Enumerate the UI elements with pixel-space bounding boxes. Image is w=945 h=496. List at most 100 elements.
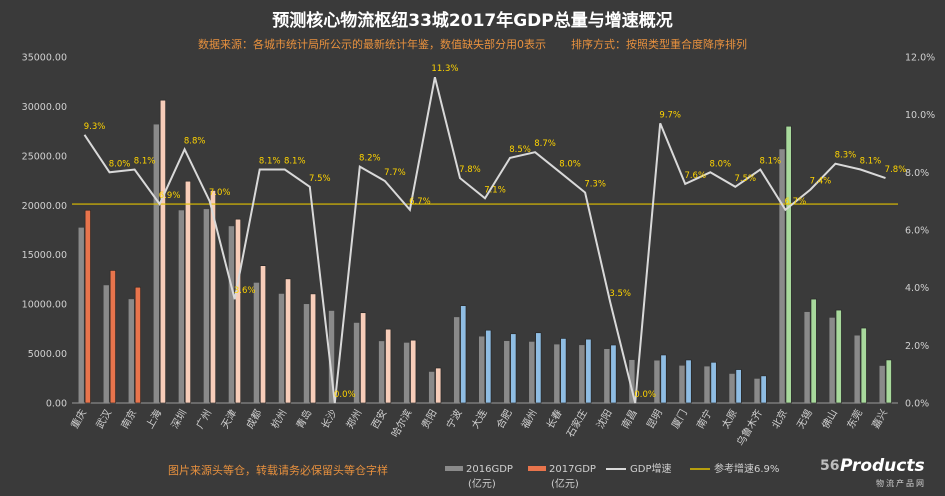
bar-2016gdp-32 (879, 365, 885, 403)
bar-2016gdp-25 (704, 366, 710, 403)
bar-2017gdp-24 (685, 359, 692, 404)
x-tick-label-12: 西安 (368, 407, 389, 431)
bar-2017gdp-13 (410, 339, 417, 404)
growth-label-5: 7.0% (209, 188, 231, 198)
bar-2016gdp-11 (353, 322, 360, 403)
growth-label-13: 6.7% (409, 197, 431, 207)
bar-2016gdp-27 (754, 378, 760, 403)
x-tick-label-4: 深圳 (169, 408, 189, 431)
growth-label-23: 9.7% (659, 110, 681, 120)
legend-unit-2017gdp: (亿元) (551, 477, 579, 490)
bar-2016gdp-8 (278, 293, 285, 403)
x-tick-label-20: 石家庄 (563, 407, 589, 439)
bar-2017gdp-12 (385, 328, 392, 404)
bar-2016gdp-23 (654, 360, 660, 403)
bar-2016gdp-14 (428, 371, 435, 403)
y-right-tick-label: 6.0% (905, 226, 929, 237)
bar-2017gdp-16 (485, 329, 492, 404)
bar-2017gdp-21 (610, 344, 617, 404)
x-tick-label-5: 广州 (194, 408, 214, 431)
y-right-tick-label: 8.0% (905, 168, 929, 179)
image-credit: 图片来源头等仓，转载请务必保留头等仓字样 (168, 464, 388, 477)
y-right-tick-label: 12.0% (905, 53, 935, 64)
growth-label-6: 3.6% (234, 286, 256, 296)
x-tick-label-17: 合肥 (493, 407, 514, 431)
gdp-growth-line (83, 76, 886, 404)
bar-2017gdp-31 (860, 327, 867, 404)
x-tick-label-2: 南京 (118, 407, 139, 431)
bar-2016gdp-17 (504, 340, 510, 403)
growth-label-27: 8.1% (760, 156, 782, 166)
x-tick-label-24: 厦门 (669, 407, 690, 431)
bar-2016gdp-20 (579, 345, 585, 403)
y-right-tick-label: 4.0% (905, 283, 929, 294)
bar-2017gdp-14 (435, 367, 442, 404)
growth-label-20: 7.3% (584, 180, 606, 190)
bar-2016gdp-15 (453, 317, 460, 403)
y-left-tick-label: 15000.00 (22, 250, 67, 261)
bar-2016gdp-1 (103, 285, 109, 403)
growth-label-29: 7.4% (810, 177, 832, 187)
bar-2017gdp-0 (84, 209, 91, 404)
x-tick-label-31: 东莞 (844, 407, 865, 431)
growth-label-18: 8.7% (534, 139, 556, 149)
bar-2016gdp-26 (729, 373, 735, 403)
growth-label-32: 7.8% (885, 165, 907, 175)
bar-2016gdp-5 (203, 209, 210, 403)
bar-2016gdp-22 (629, 359, 635, 403)
x-tick-label-23: 昆明 (644, 408, 664, 431)
y-left-tick-label: 5000.00 (28, 349, 67, 360)
x-tick-label-26: 太原 (719, 407, 740, 431)
y-right-tick-label: 10.0% (905, 110, 935, 121)
bar-2017gdp-5 (209, 190, 216, 404)
x-tick-label-29: 无锡 (794, 407, 815, 431)
bar-2017gdp-30 (835, 309, 842, 404)
growth-label-25: 8.0% (709, 159, 731, 169)
bar-2016gdp-4 (178, 210, 185, 403)
bar-2017gdp-4 (184, 180, 191, 404)
x-tick-label-15: 宁波 (443, 407, 464, 431)
chart-title: 预测核心物流枢纽33城2017年GDP总量与增速概况 (272, 11, 673, 31)
legend-label-2017gdp: 2017GDP (549, 464, 596, 475)
x-tick-label-19: 长春 (544, 408, 564, 431)
growth-label-21: 3.5% (609, 289, 631, 299)
x-tick-label-28: 北京 (769, 407, 790, 431)
bar-2016gdp-28 (779, 149, 785, 403)
bar-2016gdp-24 (679, 365, 685, 403)
bar-2016gdp-7 (253, 282, 260, 403)
chart-subtitle: 数据来源：各城市统计局所公示的最新统计年鉴，数值缺失部分用0表示 排序方式：按照… (0, 36, 945, 52)
bar-2017gdp-17 (510, 333, 517, 404)
y-left-tick-label: 20000.00 (22, 201, 67, 212)
bar-2016gdp-13 (403, 342, 410, 403)
bar-2017gdp-2 (134, 286, 141, 404)
bar-2017gdp-19 (560, 338, 567, 404)
bar-2017gdp-6 (234, 218, 241, 404)
y-left-tick-label: 25000.00 (22, 151, 67, 162)
watermark-prefix: 56 (820, 458, 840, 474)
legend-swatch-2017gdp (528, 466, 546, 471)
bar-2017gdp-8 (285, 278, 292, 404)
bar-2017gdp-3 (159, 99, 166, 404)
growth-label-24: 7.6% (684, 171, 706, 181)
growth-label-2: 8.1% (134, 156, 156, 166)
y-left-tick-label: 35000.00 (22, 53, 67, 64)
growth-label-7: 8.1% (259, 156, 281, 166)
growth-label-0: 9.3% (84, 122, 106, 132)
legend-unit-2016gdp: (亿元) (468, 477, 496, 490)
bar-2017gdp-7 (260, 265, 267, 404)
x-tick-label-13: 哈尔滨 (388, 407, 414, 439)
growth-label-30: 8.3% (835, 151, 857, 161)
bar-2017gdp-25 (710, 361, 717, 404)
watermark-logo: 56 Products 物流产品网 (820, 456, 938, 492)
legend-swatch-2016gdp (445, 466, 463, 471)
legend-label-reference: 参考增速6.9% (714, 462, 779, 475)
legend-label-growth: GDP增速 (630, 462, 671, 475)
bar-2016gdp-21 (604, 349, 610, 403)
x-tick-label-3: 上海 (143, 407, 164, 431)
growth-label-22: 0.0% (634, 390, 656, 400)
x-tick-label-10: 长沙 (319, 408, 339, 431)
x-tick-label-14: 贵阳 (418, 407, 439, 431)
sort-note: 排序方式：按照类型重合度降序排列 (571, 38, 747, 51)
bar-2016gdp-0 (78, 227, 84, 403)
